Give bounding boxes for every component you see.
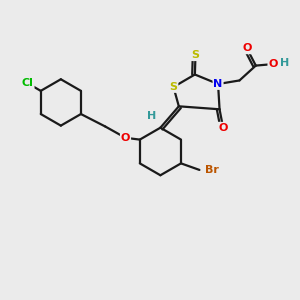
Text: H: H — [280, 58, 289, 68]
Text: H: H — [148, 111, 157, 122]
Text: N: N — [213, 79, 223, 89]
Text: S: S — [169, 82, 178, 92]
Text: Cl: Cl — [22, 78, 34, 88]
Text: O: O — [218, 123, 228, 133]
Text: S: S — [191, 50, 200, 60]
Text: O: O — [121, 133, 130, 143]
Text: O: O — [268, 59, 278, 69]
Text: Br: Br — [205, 165, 219, 175]
Text: O: O — [242, 44, 252, 53]
